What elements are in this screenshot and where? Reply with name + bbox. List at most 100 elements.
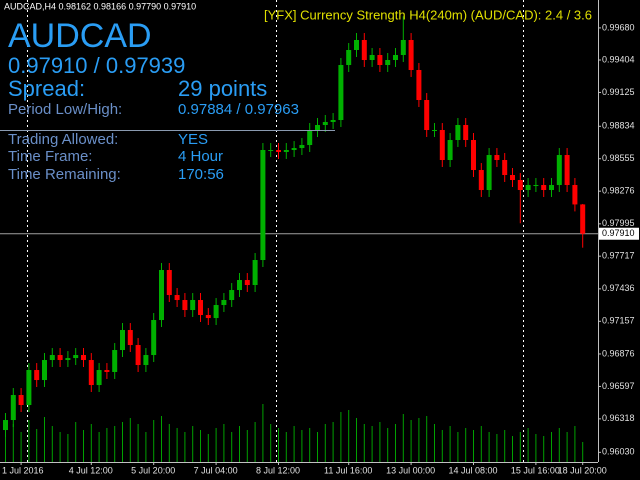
- candle-body: [135, 345, 141, 366]
- row-value: YES: [178, 131, 208, 148]
- candle-body: [502, 160, 508, 176]
- candle-body: [3, 420, 8, 431]
- y-tick-label: 0.96876: [602, 348, 635, 358]
- candle-body: [432, 130, 437, 132]
- candle-body: [463, 125, 469, 141]
- chart-header: AUDCAD,H4 0.98162 0.98166 0.97790 0.9791…: [4, 1, 196, 11]
- row-value: 4 Hour: [178, 148, 223, 165]
- current-price-box: [599, 227, 639, 240]
- quote: 0.97910 / 0.97939: [8, 53, 185, 78]
- x-tick-label: 18 Jul 20:00: [558, 465, 607, 475]
- candle-body: [260, 150, 266, 261]
- y-tick-label: 0.98834: [602, 121, 635, 131]
- y-tick-label: 0.97995: [602, 218, 635, 228]
- candle-body: [346, 50, 352, 66]
- candle-body: [190, 300, 196, 311]
- candle-body: [447, 140, 453, 161]
- y-tick-label: 0.97436: [602, 283, 635, 293]
- candle-body: [580, 204, 586, 234]
- candle-body: [65, 358, 71, 361]
- candle-body: [73, 355, 79, 359]
- candle-body: [26, 370, 32, 406]
- candle-body: [49, 355, 55, 361]
- candle-body: [198, 300, 203, 316]
- candle-body: [330, 120, 336, 122]
- row-label: Period Low/High:: [8, 101, 122, 118]
- candle-body: [549, 185, 554, 191]
- candle-body: [159, 270, 164, 321]
- candle-body: [174, 295, 180, 301]
- candle-body: [393, 55, 398, 61]
- candle-body: [151, 320, 157, 356]
- candle-body: [34, 370, 40, 381]
- candle-body: [517, 180, 523, 191]
- x-tick-label: 7 Jul 04:00: [194, 465, 238, 475]
- candle-body: [299, 145, 305, 149]
- candle-body: [244, 280, 250, 286]
- candle-body: [541, 185, 547, 191]
- candle-body: [81, 355, 86, 361]
- candle-body: [268, 150, 274, 152]
- candle-body: [42, 360, 47, 381]
- candle-body: [486, 155, 492, 191]
- candle-body: [127, 330, 133, 346]
- candle-body: [252, 260, 258, 286]
- candle-body: [221, 300, 227, 306]
- y-tick-label: 0.99404: [602, 54, 635, 64]
- candle-body: [455, 125, 461, 141]
- y-tick-label: 0.99680: [602, 22, 635, 32]
- candle-body: [533, 185, 539, 187]
- candle-body: [572, 185, 578, 205]
- candle-body: [276, 150, 281, 152]
- x-tick-label: 4 Jul 12:00: [69, 465, 113, 475]
- row-value: 170:56: [178, 166, 224, 183]
- row-label: Time Remaining:: [8, 166, 121, 183]
- y-tick-label: 0.96030: [602, 447, 635, 457]
- candle-body: [424, 100, 430, 131]
- candle-body: [322, 121, 328, 126]
- row-value: 0.97884 / 0.97963: [178, 101, 299, 118]
- candle-body: [369, 55, 375, 61]
- candle-body: [229, 290, 235, 301]
- candle-body: [315, 125, 320, 131]
- candle-body: [96, 370, 102, 386]
- candle-body: [120, 330, 125, 351]
- candle-body: [237, 280, 242, 291]
- candle-body: [283, 150, 289, 152]
- y-tick-label: 0.97157: [602, 316, 635, 326]
- candle-body: [354, 40, 359, 51]
- plot: 0.99680 0.99404 0.99125 0.98834 0.98555 0.982…: [0, 16, 639, 475]
- candle-body: [166, 270, 172, 296]
- info-panel: AUDCAD,H4 0.98162 0.98166 0.97790 0.9791…: [0, 1, 592, 183]
- candle-body: [213, 305, 219, 319]
- symbol: AUDCAD: [8, 17, 152, 55]
- candle-body: [525, 185, 531, 191]
- row-label: Spread:: [8, 76, 85, 101]
- candle-body: [182, 300, 188, 311]
- candle-body: [307, 130, 313, 146]
- candle-body: [88, 360, 94, 386]
- candle-body: [18, 395, 24, 406]
- x-tick-label: 5 Jul 20:00: [131, 465, 175, 475]
- candle-body: [408, 40, 414, 71]
- candle-body: [291, 148, 297, 151]
- y-tick-label: 0.97717: [602, 251, 635, 261]
- candle-body: [510, 175, 515, 181]
- candle-body: [416, 70, 422, 101]
- y-tick-label: 0.96597: [602, 381, 635, 391]
- candle-body: [361, 40, 367, 61]
- row-label: Time Frame:: [8, 148, 92, 165]
- candle-body: [494, 155, 500, 161]
- candle-body: [104, 370, 110, 372]
- row-value: 29 points: [178, 76, 267, 101]
- y-tick-label: 0.99125: [602, 87, 635, 97]
- candle-body: [556, 155, 562, 186]
- x-tick-label: 1 Jul 2016: [2, 465, 44, 475]
- candle-body: [385, 60, 391, 66]
- x-tick-label: 15 Jul 16:00: [511, 465, 560, 475]
- candle-body: [439, 130, 445, 161]
- candle-body: [471, 140, 476, 171]
- x-tick-label: 13 Jul 00:00: [386, 465, 435, 475]
